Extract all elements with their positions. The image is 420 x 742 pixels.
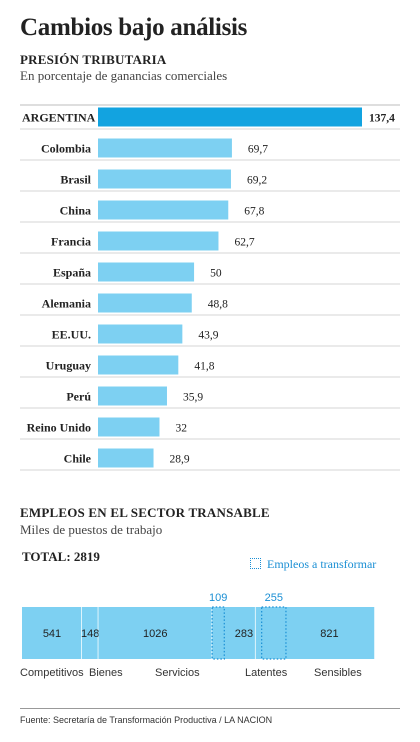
bar	[98, 231, 219, 251]
value-label: 137,4	[369, 113, 395, 125]
source-note: Fuente: Secretaría de Transformación Pro…	[20, 715, 273, 725]
bar	[98, 324, 183, 344]
segment-value-label: 148	[81, 628, 99, 640]
dotted-square-icon	[250, 558, 261, 569]
bar	[98, 138, 232, 158]
category-label: ARGENTINA	[22, 111, 96, 125]
category-label: Francia	[51, 235, 91, 249]
value-label: 69,7	[248, 144, 268, 156]
category-label: Perú	[66, 390, 91, 404]
bar	[98, 417, 160, 437]
transform-box	[261, 606, 287, 660]
transform-label: 255	[265, 592, 283, 604]
category-label: Colombia	[41, 142, 91, 156]
jobs-legend: Empleos a transformar	[250, 557, 376, 572]
segment-category-label: Sensibles	[314, 667, 362, 679]
bar	[98, 169, 231, 189]
tax-section-subtitle: En porcentaje de ganancias comerciales	[20, 68, 228, 83]
segment-value-label: 283	[235, 628, 253, 640]
segment-value-label: 821	[320, 628, 338, 640]
segment	[22, 607, 82, 659]
legend-label: Empleos a transformar	[267, 557, 377, 571]
jobs-total: TOTAL: 2819	[22, 549, 100, 564]
value-label: 69,2	[247, 175, 267, 187]
value-label: 50	[210, 268, 222, 280]
bar	[98, 355, 179, 375]
value-label: 35,9	[183, 392, 203, 404]
category-label: Brasil	[60, 173, 91, 187]
segment-category-label: Bienes	[89, 667, 123, 679]
jobs-section-subtitle: Miles de puestos de trabajo	[20, 522, 163, 537]
bar	[98, 448, 154, 468]
value-label: 41,8	[194, 361, 214, 373]
segment-value-label: 541	[43, 628, 61, 640]
tax-section-title: PRESIÓN TRIBUTARIA	[20, 52, 167, 67]
segment	[81, 607, 99, 659]
transform-label: 109	[209, 592, 227, 604]
segment	[255, 607, 375, 659]
jobs-stacked-bar: 541 Competitivos 148 Bienes 1026 Servicios 109…	[20, 592, 376, 679]
category-label: Chile	[64, 452, 92, 466]
value-label: 32	[175, 423, 187, 435]
value-label: 67,8	[244, 206, 264, 218]
segment-value-label: 1026	[143, 628, 167, 640]
segment-category-label: Competitivos	[20, 667, 84, 679]
tax-bar-chart: ARGENTINA 137,4 Colombia 69,7 Brasil 69,2 Chin…	[20, 104, 400, 471]
category-label: EE.UU.	[52, 328, 91, 342]
bar	[98, 107, 362, 127]
chart-title: Cambios bajo análisis	[20, 14, 248, 41]
bar	[98, 200, 229, 220]
category-label: Uruguay	[46, 359, 91, 373]
value-label: 28,9	[170, 454, 190, 466]
category-label: Reino Unido	[27, 421, 91, 435]
category-label: España	[53, 266, 91, 280]
footer-divider	[20, 708, 400, 709]
segment-category-label: Servicios	[155, 667, 200, 679]
value-label: 48,8	[208, 299, 228, 311]
bar	[98, 262, 195, 282]
segment-category-label: Latentes	[245, 667, 288, 679]
jobs-section-title: EMPLEOS EN EL SECTOR TRANSABLE	[20, 505, 270, 520]
transform-box	[211, 606, 225, 660]
segment	[212, 607, 256, 659]
bar	[98, 293, 192, 313]
segment	[98, 607, 213, 659]
category-label: China	[60, 204, 91, 218]
bar	[98, 386, 167, 406]
value-label: 43,9	[198, 330, 218, 342]
category-label: Alemania	[42, 297, 91, 311]
value-label: 62,7	[234, 237, 254, 249]
